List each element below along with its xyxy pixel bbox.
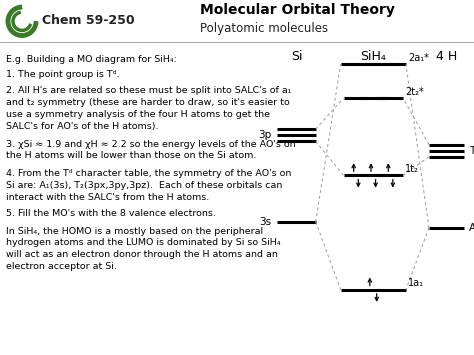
Text: 1. The point group is Tᵈ.: 1. The point group is Tᵈ. [6, 70, 119, 80]
Text: 4 H: 4 H [436, 50, 457, 63]
Text: 1t₂: 1t₂ [405, 164, 419, 174]
Text: 2a₁*: 2a₁* [408, 53, 428, 63]
Text: interact with the SALC's from the H atoms.: interact with the SALC's from the H atom… [6, 193, 209, 202]
Text: 4. From the Tᵈ character table, the symmetry of the AO's on: 4. From the Tᵈ character table, the symm… [6, 169, 291, 178]
Text: 2t₂*: 2t₂* [405, 87, 424, 97]
Text: In SiH₄, the HOMO is a mostly based on the peripheral: In SiH₄, the HOMO is a mostly based on t… [6, 227, 263, 236]
Text: Polyatomic molecules: Polyatomic molecules [200, 22, 328, 35]
Text: T₂: T₂ [469, 146, 474, 156]
Text: SALC's for AO's of the H atoms).: SALC's for AO's of the H atoms). [6, 122, 158, 131]
Text: Si are: A₁(3s), T₂(3px,3py,3pz).  Each of these orbitals can: Si are: A₁(3s), T₂(3px,3py,3pz). Each of… [6, 181, 282, 190]
Text: use a symmetry analysis of the four H atoms to get the: use a symmetry analysis of the four H at… [6, 110, 270, 119]
Text: 3. χSi ≈ 1.9 and χH ≈ 2.2 so the energy levels of the AO's on: 3. χSi ≈ 1.9 and χH ≈ 2.2 so the energy … [6, 140, 295, 149]
Text: 5. Fill the MO's with the 8 valence electrons.: 5. Fill the MO's with the 8 valence elec… [6, 209, 216, 218]
Text: 1a₁: 1a₁ [408, 278, 424, 288]
Text: hydrogen atoms and the LUMO is dominated by Si so SiH₄: hydrogen atoms and the LUMO is dominated… [6, 239, 280, 247]
Text: Chem 59-250: Chem 59-250 [42, 14, 135, 27]
Text: electron acceptor at Si.: electron acceptor at Si. [6, 262, 117, 271]
Text: 3s: 3s [259, 217, 272, 227]
Text: 2. All H's are related so these must be split into SALC's of a₁: 2. All H's are related so these must be … [6, 87, 291, 95]
Text: A₁: A₁ [469, 223, 474, 233]
Text: 3p: 3p [258, 130, 272, 140]
Text: will act as an electron donor through the H atoms and an: will act as an electron donor through th… [6, 250, 278, 259]
Text: and t₂ symmetry (these are harder to draw, so it's easier to: and t₂ symmetry (these are harder to dra… [6, 98, 290, 107]
Text: Molecular Orbital Theory: Molecular Orbital Theory [200, 3, 395, 17]
Text: Si: Si [291, 50, 302, 63]
Text: SiH₄: SiH₄ [360, 50, 386, 63]
Text: E.g. Building a MO diagram for SiH₄:: E.g. Building a MO diagram for SiH₄: [6, 55, 176, 64]
Text: the H atoms will be lower than those on the Si atom.: the H atoms will be lower than those on … [6, 151, 256, 160]
